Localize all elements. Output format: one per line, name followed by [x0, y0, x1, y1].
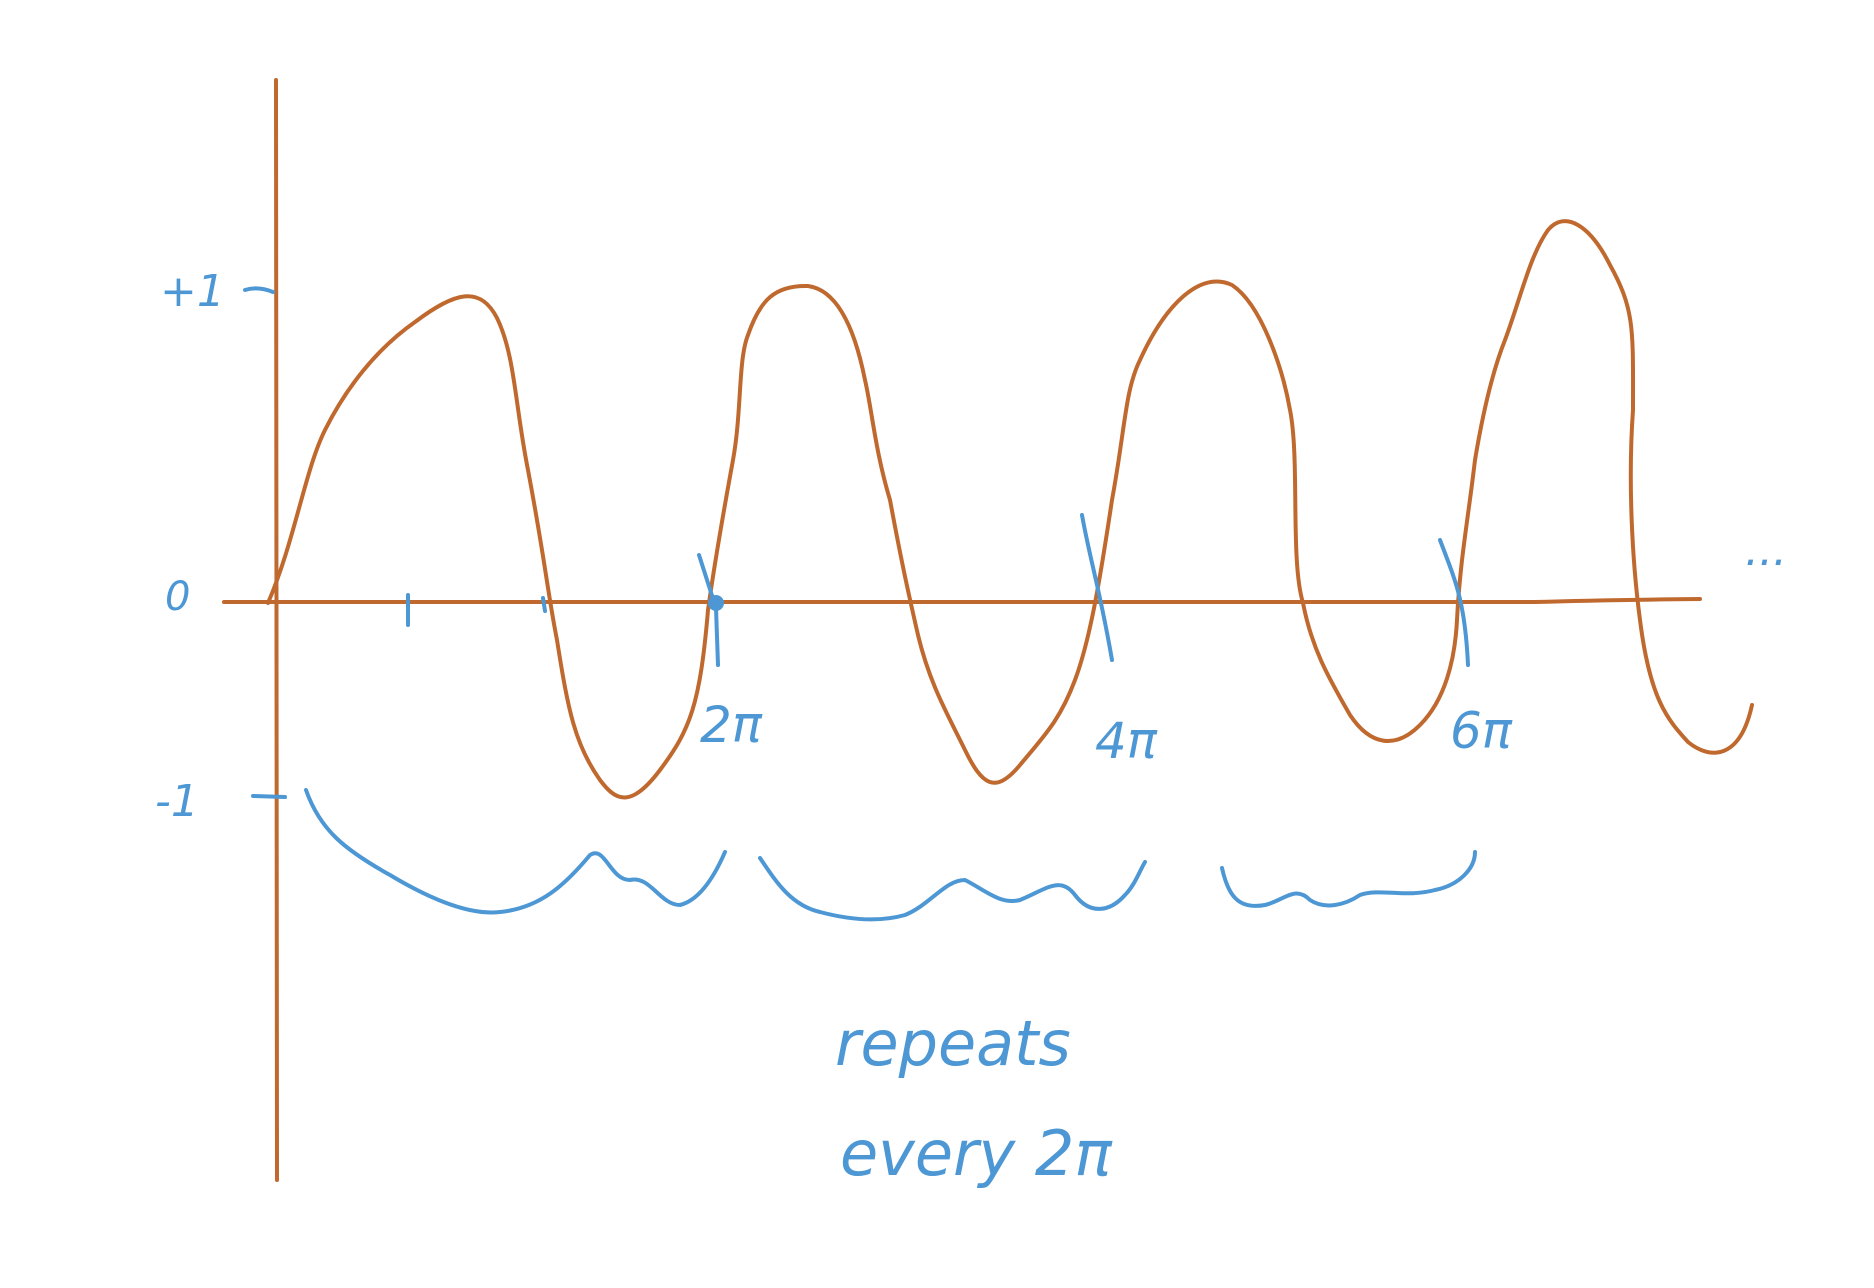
brace-period-3 [1220, 850, 1477, 908]
y-label-zero: 0 [165, 574, 190, 620]
note-line-repeats: repeats [835, 1007, 1071, 1080]
x-label-mark-4pi [1080, 513, 1114, 662]
y-tick-minus-one [251, 794, 287, 799]
y-axis-labels: +1 0 -1 [155, 266, 287, 827]
x-axis-labels: 2π 4π 6π [697, 513, 1513, 770]
period-braces [304, 788, 1477, 922]
y-tick-plus-one [243, 286, 275, 294]
continuation-dots: ... [1745, 525, 1787, 576]
y-axis [274, 78, 279, 1182]
x-axis [222, 597, 1702, 604]
x-label-4pi: 4π [1095, 712, 1158, 770]
brace-period-1 [304, 788, 727, 915]
note-line-every-2pi: every 2π [840, 1117, 1113, 1190]
brace-period-2 [758, 856, 1147, 922]
x-axis-tick-2 [541, 596, 547, 613]
x-label-mark-6pi [1438, 538, 1470, 667]
sine-curve [266, 219, 1754, 800]
y-label-plus-one: +1 [160, 266, 225, 317]
handwritten-note: repeats every 2π [835, 1007, 1113, 1190]
x-label-6pi: 6π [1450, 702, 1513, 760]
x-label-2pi: 2π [700, 696, 763, 754]
y-label-minus-one: -1 [155, 776, 199, 827]
axes [222, 78, 1702, 1182]
x-axis-point-2pi [708, 595, 724, 611]
